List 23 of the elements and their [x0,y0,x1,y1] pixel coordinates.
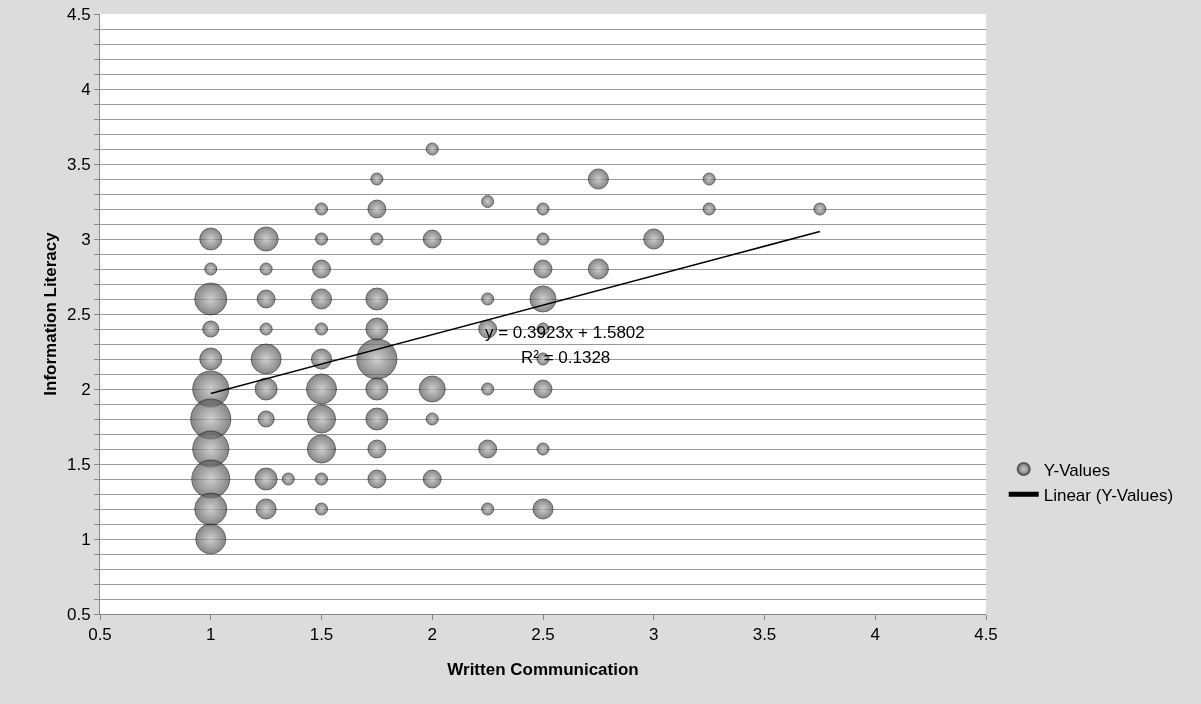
annotation: y = 0.3923x + 1.5802 [485,323,645,342]
x-tick-label: 2.5 [531,625,555,645]
y-tick-label: 3.5 [66,154,91,174]
x-tick-label: 4 [870,625,880,645]
y-tick-label: 2.5 [66,304,91,324]
y-tick-label: 4.5 [66,4,91,24]
y-tick-label: 1 [81,529,91,549]
y-tick-label: 4 [81,79,91,99]
y-tick-label: 2 [81,379,91,399]
y-tick-label: 1.5 [66,454,91,474]
x-tick-label: 1 [206,625,216,645]
y-tick-label: 3 [81,229,91,249]
x-tick-label: 3.5 [752,625,777,645]
x-tick-label: 1.5 [309,625,334,645]
x-tick-label: 2 [427,625,437,645]
y-tick-label: 0.5 [66,604,91,624]
x-tick-label: 4.5 [974,625,998,645]
x-tick-label: 3 [649,625,659,645]
x-axis-title: Written Communication [447,660,639,679]
y-axis-title: Information Literacy [41,231,60,396]
annotation: R² = 0.1328 [521,348,611,367]
legend-label: Linear (Y-Values) [1043,485,1174,505]
legend-label: Y-Values [1043,460,1110,480]
